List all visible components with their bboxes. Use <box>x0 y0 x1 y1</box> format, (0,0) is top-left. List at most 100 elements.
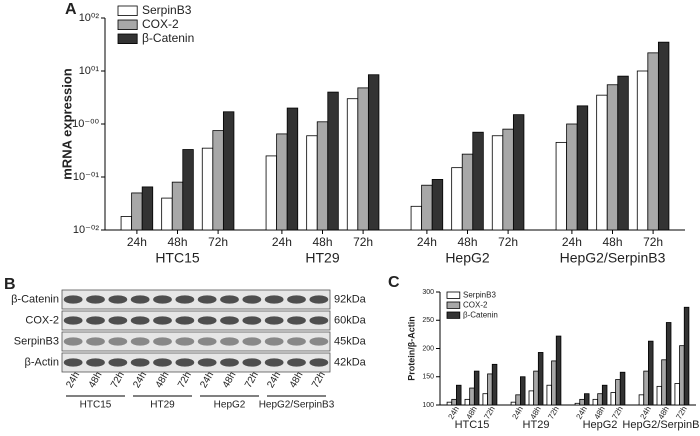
band <box>309 358 329 367</box>
band <box>242 316 262 325</box>
size-label: 45kDa <box>334 335 367 347</box>
bar <box>555 141 568 231</box>
bar <box>131 192 143 231</box>
band <box>86 316 105 325</box>
bar <box>316 121 329 231</box>
size-label: 42kDa <box>334 356 367 368</box>
band <box>153 358 172 367</box>
bar <box>276 133 288 231</box>
bar <box>141 186 154 231</box>
band <box>287 358 306 367</box>
y-tick-label: 10⁻⁰⁰ <box>72 118 99 130</box>
bar <box>647 52 659 231</box>
band <box>242 358 262 367</box>
bar <box>528 390 535 406</box>
panel-letter: B <box>4 276 16 293</box>
band <box>309 295 329 304</box>
bar <box>533 370 539 406</box>
band <box>63 316 83 325</box>
group-label: HepG2/SerpinB3 <box>560 250 666 266</box>
bar <box>537 352 544 406</box>
legend-swatch <box>446 301 461 309</box>
blot-strip <box>61 310 331 331</box>
bar <box>661 359 667 406</box>
legend-swatch <box>117 19 138 31</box>
bar <box>636 70 649 231</box>
band <box>220 358 239 367</box>
bar <box>596 94 608 231</box>
band <box>130 358 150 367</box>
y-tick-label: 10⁻⁰² <box>73 224 99 236</box>
bar <box>487 373 493 406</box>
legend-swatch <box>446 291 461 299</box>
band <box>287 337 306 346</box>
bar <box>592 398 599 406</box>
band <box>175 295 195 304</box>
lane-label: 48h <box>288 370 306 390</box>
bar <box>574 402 581 406</box>
band <box>287 316 306 325</box>
bar <box>446 401 453 406</box>
lane-label: 48h <box>221 370 239 390</box>
band <box>86 358 105 367</box>
bar <box>520 376 526 406</box>
bar <box>502 128 514 231</box>
band <box>86 337 105 346</box>
band <box>86 295 105 304</box>
y-axis-label: mRNA expression <box>59 68 74 180</box>
bar <box>212 130 224 231</box>
band <box>153 295 172 304</box>
bar <box>555 335 562 406</box>
x-tick-label: 24h <box>127 235 147 249</box>
bar <box>665 322 672 406</box>
legend-swatch <box>117 33 138 45</box>
y-tick-label: 300 <box>422 289 434 296</box>
bar <box>461 153 474 231</box>
bar <box>615 379 621 406</box>
bar <box>657 41 670 231</box>
bar <box>346 98 359 231</box>
legend-label: β-Catenin <box>463 310 498 319</box>
x-tick-label: 48h <box>312 235 332 249</box>
row-label: β-Catenin <box>11 293 59 305</box>
bar <box>512 114 525 231</box>
bar <box>515 394 521 406</box>
lane-label: 24h <box>64 370 82 390</box>
bar <box>510 401 517 406</box>
bar <box>421 184 433 231</box>
bar <box>679 345 685 406</box>
bar <box>491 363 498 406</box>
bar <box>491 135 504 231</box>
blot-strip <box>61 289 331 310</box>
y-tick-label: 200 <box>422 345 434 352</box>
bar <box>451 398 457 406</box>
group-label: HTC15 <box>455 419 490 431</box>
band <box>264 358 284 367</box>
band <box>130 295 150 304</box>
band <box>175 316 195 325</box>
band <box>108 316 128 325</box>
lane-label: 72h <box>109 370 127 390</box>
bar <box>566 123 578 231</box>
bar <box>367 74 380 231</box>
band <box>220 316 239 325</box>
band <box>242 295 262 304</box>
group-label: HepG2 <box>214 400 246 411</box>
band <box>264 316 284 325</box>
band <box>63 358 83 367</box>
band <box>287 295 306 304</box>
lane-label: 48h <box>154 370 172 390</box>
bar <box>182 149 194 231</box>
bar <box>473 370 480 406</box>
bar <box>469 387 475 406</box>
x-tick-label: 48h <box>602 235 622 249</box>
row-label: SerpinB3 <box>14 335 59 347</box>
bar <box>601 384 608 406</box>
band <box>108 337 128 346</box>
lane-label: 72h <box>310 370 328 390</box>
band <box>130 316 150 325</box>
band <box>264 295 284 304</box>
bar <box>201 147 214 231</box>
y-tick-label: 250 <box>422 317 434 324</box>
band <box>63 337 83 346</box>
